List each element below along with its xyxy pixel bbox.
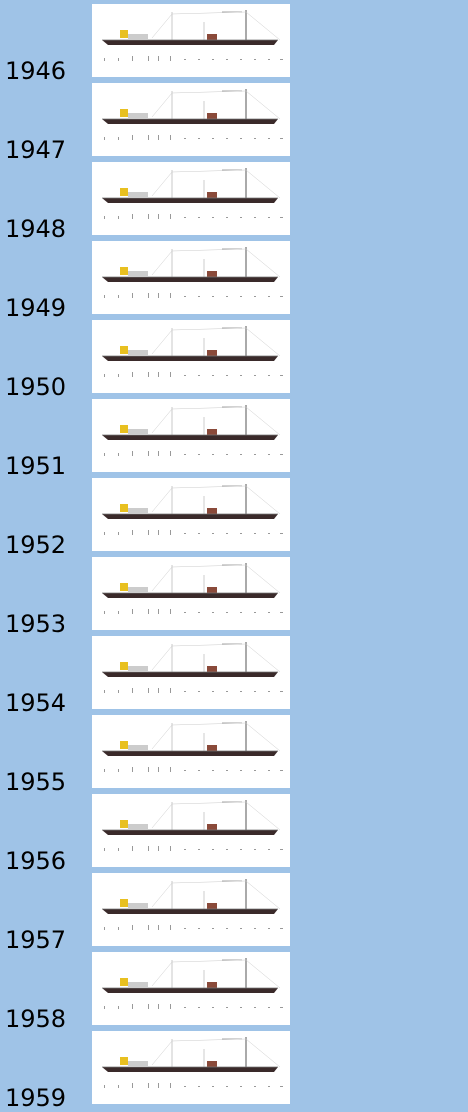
ship-image [92, 715, 290, 788]
year-row: 1951 [0, 399, 300, 478]
year-row: 1948 [0, 162, 300, 241]
year-label: 1951 [5, 452, 67, 480]
year-row: 1956 [0, 794, 300, 873]
ship-image [92, 794, 290, 867]
year-label: 1956 [5, 847, 67, 875]
year-label: 1957 [5, 926, 67, 954]
ship-image [92, 4, 290, 77]
ship-image [92, 1031, 290, 1104]
ship-image [92, 162, 290, 235]
year-label: 1952 [5, 531, 67, 559]
year-row: 1958 [0, 952, 300, 1031]
year-label: 1953 [5, 610, 67, 638]
ship-image [92, 320, 290, 393]
ship-image [92, 478, 290, 551]
year-label: 1946 [5, 57, 67, 85]
year-label: 1947 [5, 136, 67, 164]
year-row: 1952 [0, 478, 300, 557]
year-row: 1950 [0, 320, 300, 399]
ship-image [92, 241, 290, 314]
ship-image [92, 952, 290, 1025]
year-label: 1954 [5, 689, 67, 717]
year-label: 1958 [5, 1005, 67, 1033]
ship-image [92, 557, 290, 630]
year-row: 1949 [0, 241, 300, 320]
year-row: 1959 [0, 1031, 300, 1110]
year-row: 1957 [0, 873, 300, 952]
year-label: 1959 [5, 1084, 67, 1112]
ship-image [92, 636, 290, 709]
year-label: 1950 [5, 373, 67, 401]
year-row: 1947 [0, 83, 300, 162]
ship-image [92, 399, 290, 472]
year-row: 1954 [0, 636, 300, 715]
year-label: 1948 [5, 215, 67, 243]
ship-image [92, 83, 290, 156]
ship-image [92, 873, 290, 946]
year-label: 1955 [5, 768, 67, 796]
year-label: 1949 [5, 294, 67, 322]
year-row: 1955 [0, 715, 300, 794]
year-row: 1946 [0, 4, 300, 83]
year-row: 1953 [0, 557, 300, 636]
